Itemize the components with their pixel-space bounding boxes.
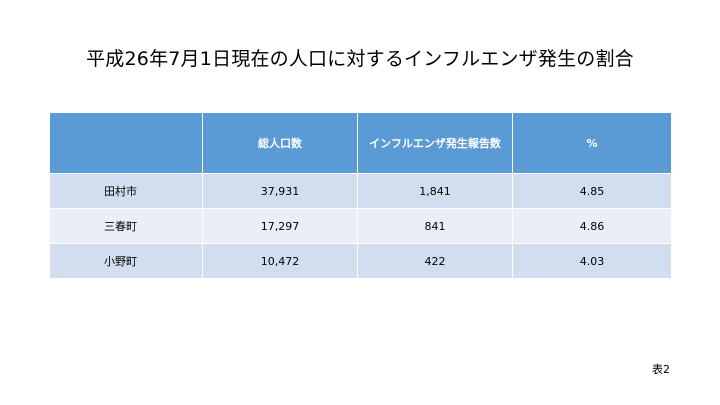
cell-influenza-reports: 1,841 bbox=[357, 173, 513, 209]
table-number-label: 表2 bbox=[652, 363, 670, 376]
slide-title: 平成26年7月1日現在の人口に対するインフルエンザ発生の割合 bbox=[86, 48, 634, 70]
cell-municipality: 田村市 bbox=[49, 173, 203, 209]
cell-population: 17,297 bbox=[202, 208, 358, 244]
influenza-table: 総人口数 インフルエンザ発生報告数 % 田村市 37,931 1,841 4.8… bbox=[49, 112, 672, 279]
table-row: 三春町 17,297 841 4.86 bbox=[49, 208, 672, 244]
header-cell-percent: % bbox=[512, 112, 672, 174]
cell-percent: 4.03 bbox=[512, 243, 672, 279]
table-header-row: 総人口数 インフルエンザ発生報告数 % bbox=[49, 112, 672, 174]
cell-percent: 4.86 bbox=[512, 208, 672, 244]
cell-municipality: 小野町 bbox=[49, 243, 203, 279]
header-cell-population: 総人口数 bbox=[202, 112, 358, 174]
cell-percent: 4.85 bbox=[512, 173, 672, 209]
cell-influenza-reports: 422 bbox=[357, 243, 513, 279]
cell-population: 37,931 bbox=[202, 173, 358, 209]
table-row: 小野町 10,472 422 4.03 bbox=[49, 243, 672, 279]
cell-population: 10,472 bbox=[202, 243, 358, 279]
header-cell-municipality bbox=[49, 112, 203, 174]
table-row: 田村市 37,931 1,841 4.85 bbox=[49, 173, 672, 209]
header-cell-influenza-reports: インフルエンザ発生報告数 bbox=[357, 112, 513, 174]
cell-influenza-reports: 841 bbox=[357, 208, 513, 244]
cell-municipality: 三春町 bbox=[49, 208, 203, 244]
